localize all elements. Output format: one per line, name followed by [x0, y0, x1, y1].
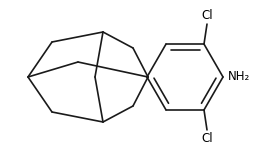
Text: Cl: Cl: [201, 132, 213, 145]
Text: NH₂: NH₂: [228, 71, 250, 84]
Text: Cl: Cl: [201, 9, 213, 22]
